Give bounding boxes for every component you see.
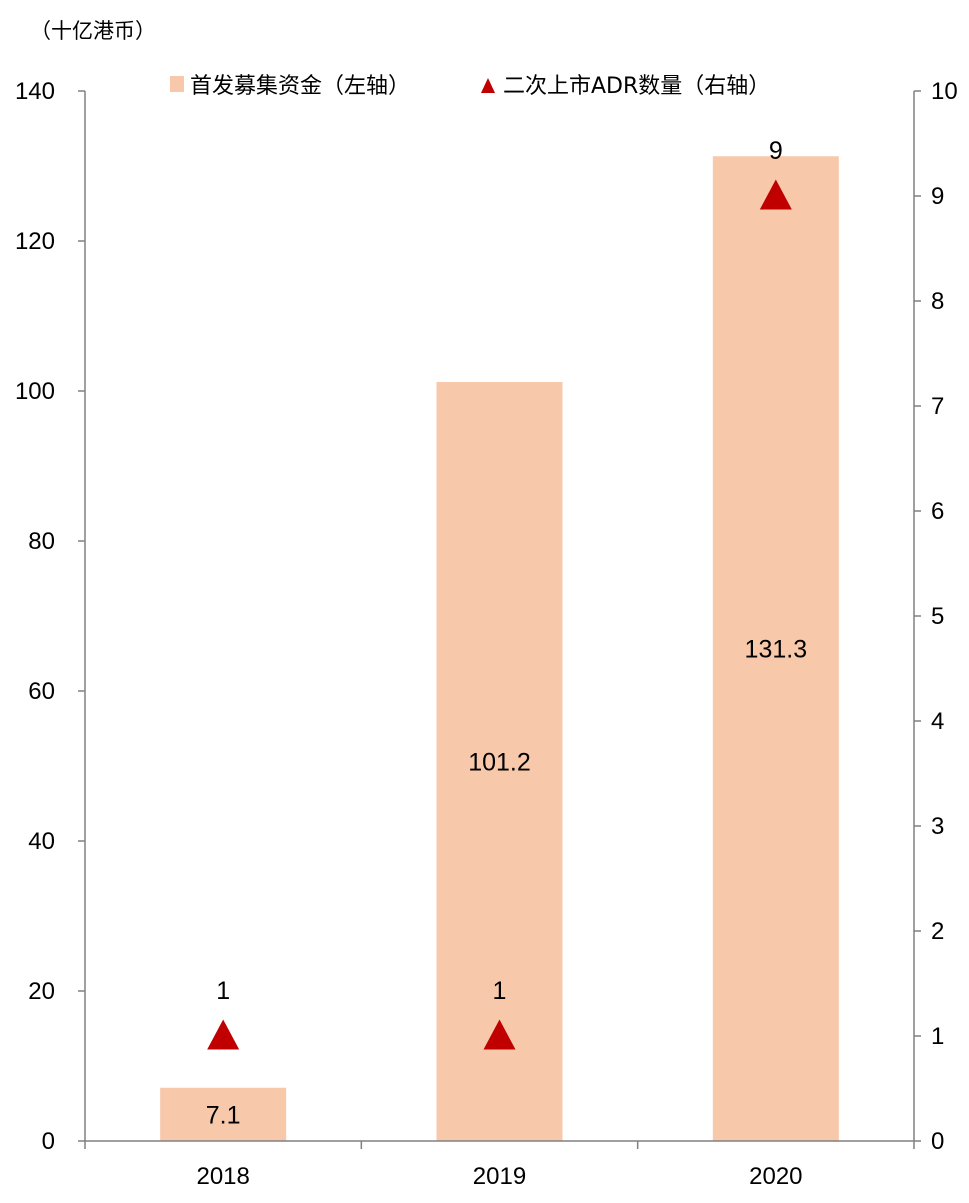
bar-2019 xyxy=(436,382,563,1141)
left-tick-label: 60 xyxy=(28,678,55,705)
bar-data-labels: 7.1 101.2 131.3 xyxy=(206,636,807,1130)
right-tick-label: 0 xyxy=(931,1128,944,1155)
right-tick-label: 7 xyxy=(931,393,944,420)
left-tick-label: 40 xyxy=(28,828,55,855)
right-axis-ticks: 0 1 2 3 4 5 6 7 8 9 10 xyxy=(914,78,958,1155)
right-tick-label: 9 xyxy=(931,183,944,210)
right-tick-label: 5 xyxy=(931,603,944,630)
marker-data-labels: 1 1 9 xyxy=(216,137,783,1005)
right-tick-label: 3 xyxy=(931,813,944,840)
bar-2020 xyxy=(712,156,839,1141)
marker-triangle-2019 xyxy=(483,1019,516,1050)
right-tick-label: 4 xyxy=(931,708,944,735)
legend-label-bar: 首发募集资金（左轴） xyxy=(190,74,410,99)
legend-swatch-bar xyxy=(170,76,184,92)
left-axis-unit-label: （十亿港币） xyxy=(30,19,156,43)
right-tick-label: 10 xyxy=(931,78,958,105)
left-axis-ticks: 0 20 40 60 80 100 120 140 xyxy=(15,78,85,1155)
x-axis-ticks: 2018 2019 2020 xyxy=(84,1141,915,1190)
bar-value-label: 131.3 xyxy=(745,636,808,664)
left-tick-label: 140 xyxy=(15,78,55,105)
marker-series xyxy=(207,179,792,1050)
x-tick-label: 2020 xyxy=(749,1163,802,1190)
bar-2018 xyxy=(160,1087,287,1141)
legend: 首发募集资金（左轴） 二次上市ADR数量（右轴） xyxy=(170,74,770,99)
left-tick-label: 20 xyxy=(28,978,55,1005)
marker-value-label: 1 xyxy=(493,977,507,1005)
x-tick-label: 2019 xyxy=(473,1163,526,1190)
left-tick-label: 120 xyxy=(15,228,55,255)
marker-value-label: 1 xyxy=(216,977,230,1005)
marker-value-label: 9 xyxy=(769,137,783,165)
legend-swatch-triangle xyxy=(481,78,495,93)
marker-triangle-2020 xyxy=(759,179,792,210)
left-tick-label: 0 xyxy=(42,1128,55,1155)
right-tick-label: 2 xyxy=(931,918,944,945)
right-tick-label: 8 xyxy=(931,288,944,315)
left-tick-label: 80 xyxy=(28,528,55,555)
legend-label-marker: 二次上市ADR数量（右轴） xyxy=(503,74,770,99)
bar-value-label: 101.2 xyxy=(468,749,531,777)
right-tick-label: 1 xyxy=(931,1023,944,1050)
left-tick-label: 100 xyxy=(15,378,55,405)
bar-series xyxy=(160,156,839,1141)
marker-triangle-2018 xyxy=(207,1019,240,1050)
bar-value-label: 7.1 xyxy=(206,1101,241,1129)
x-tick-label: 2018 xyxy=(196,1163,249,1190)
right-tick-label: 6 xyxy=(931,498,944,525)
